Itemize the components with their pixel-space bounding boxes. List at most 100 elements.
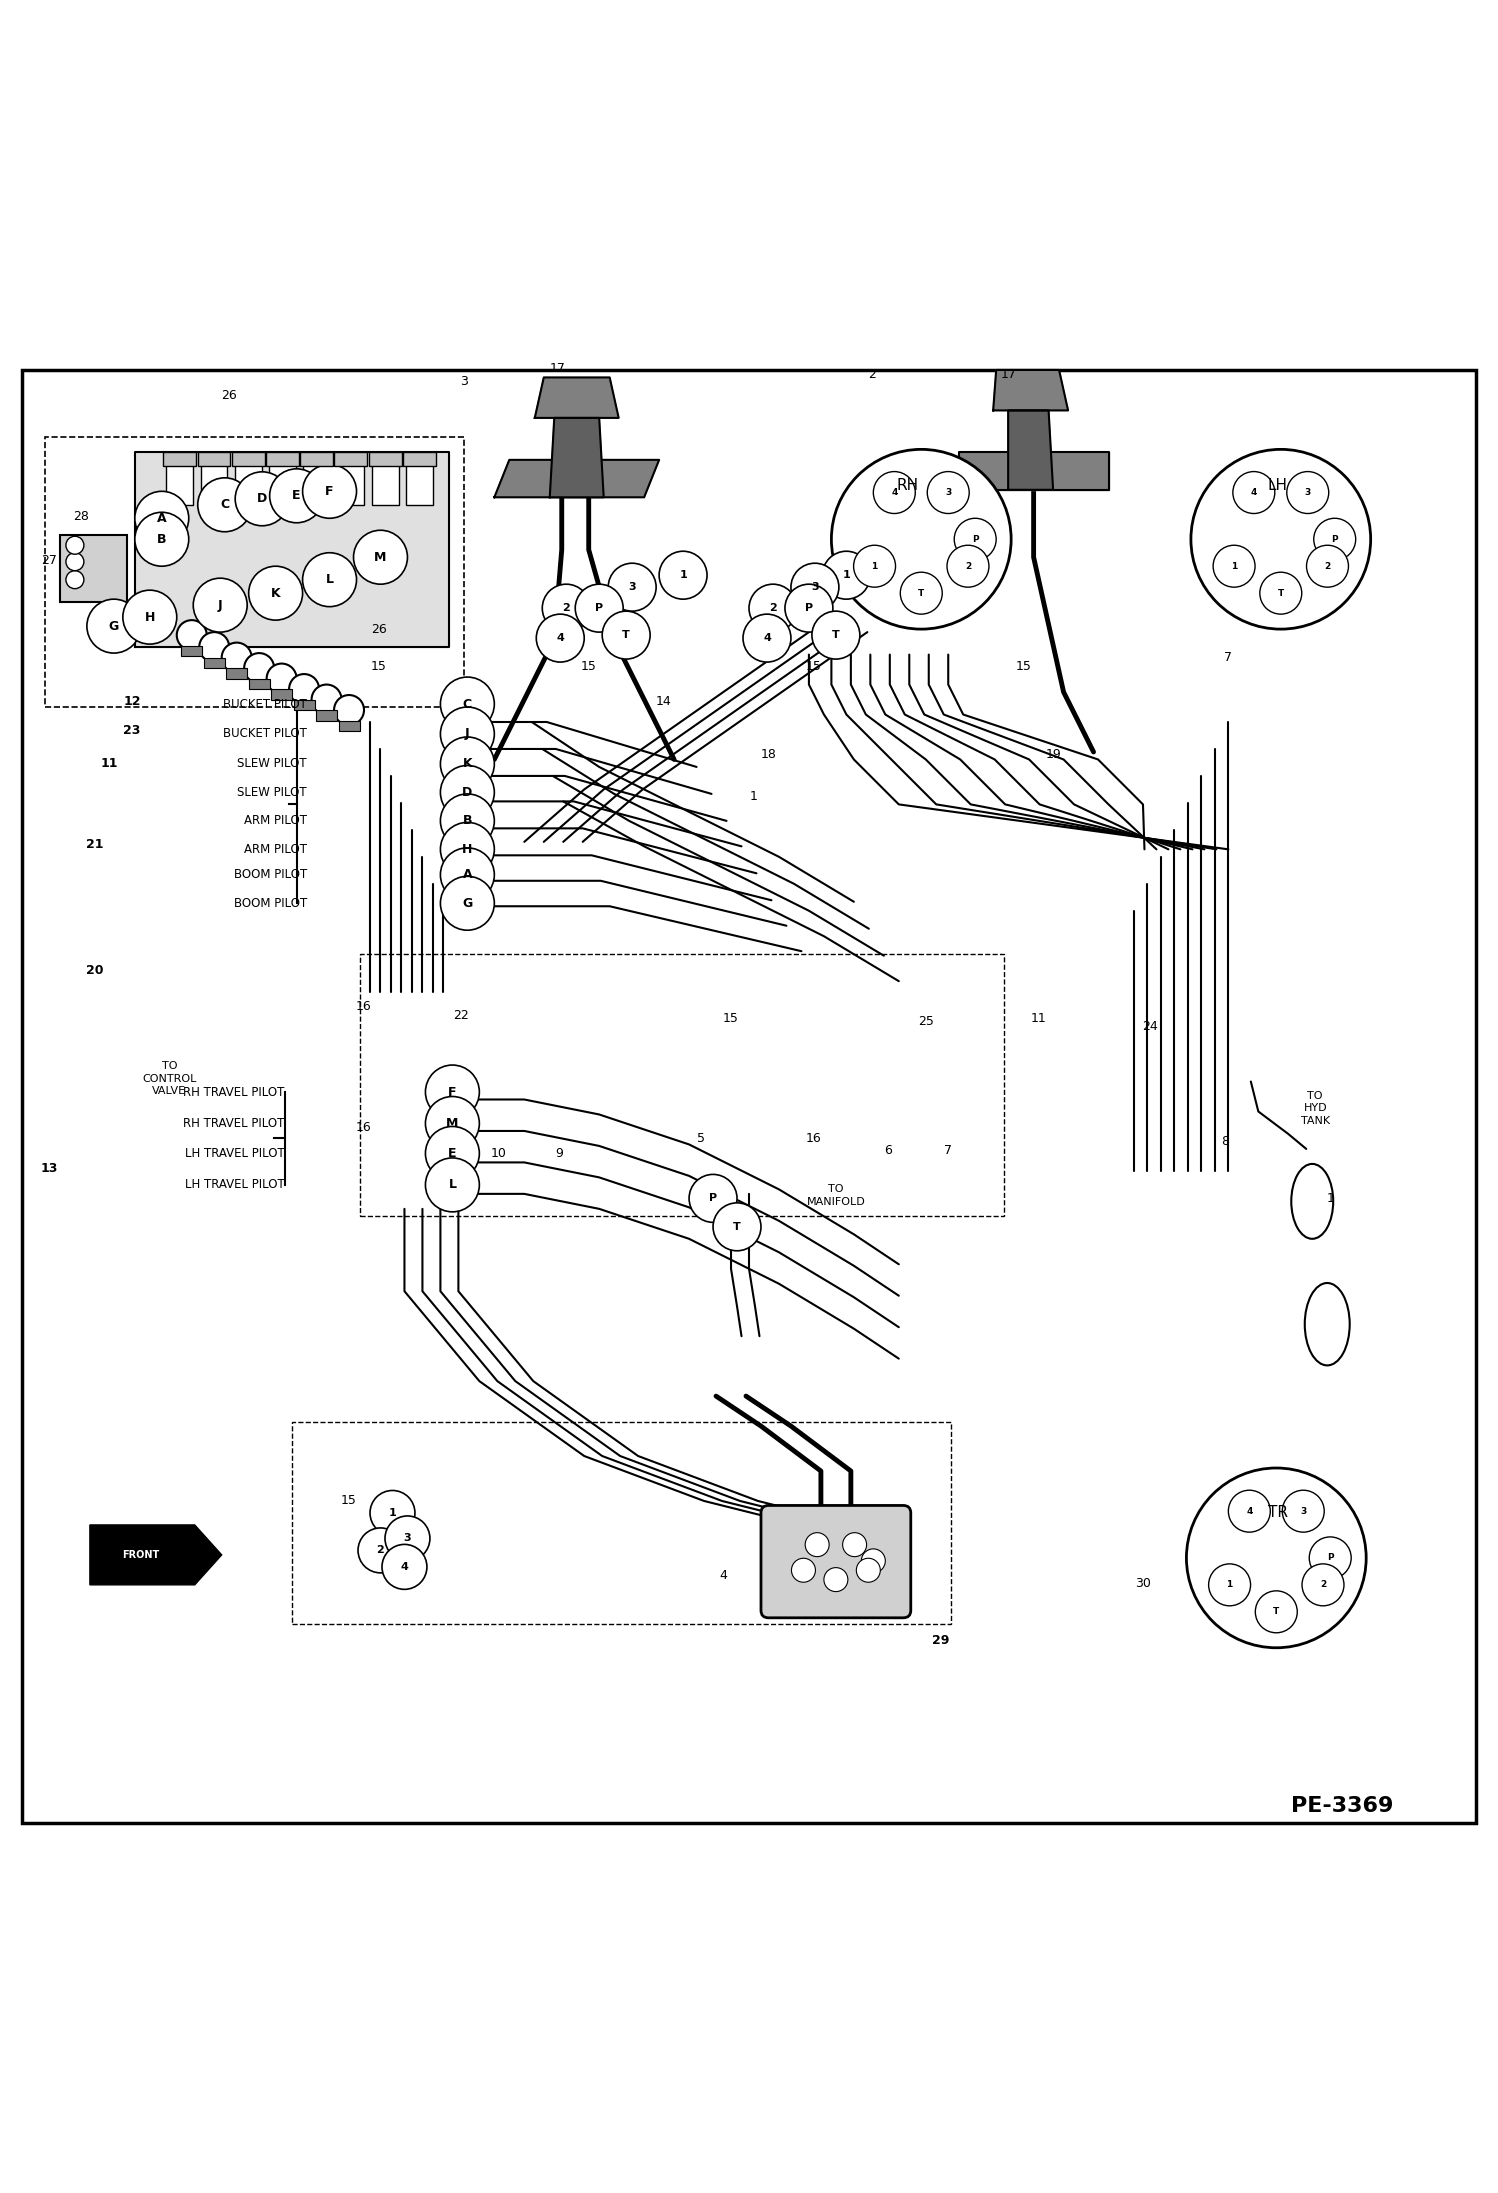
- Circle shape: [440, 849, 494, 901]
- Text: 30: 30: [1135, 1577, 1150, 1590]
- Circle shape: [1287, 471, 1329, 513]
- Circle shape: [66, 553, 84, 570]
- Text: 1: 1: [1227, 1581, 1233, 1590]
- FancyBboxPatch shape: [60, 535, 127, 603]
- FancyBboxPatch shape: [406, 463, 433, 504]
- FancyBboxPatch shape: [232, 452, 265, 465]
- FancyBboxPatch shape: [198, 452, 231, 465]
- Circle shape: [857, 1559, 881, 1581]
- Circle shape: [842, 1533, 866, 1557]
- Text: 1: 1: [679, 570, 688, 581]
- Text: 26: 26: [372, 623, 386, 636]
- Text: 4: 4: [1251, 489, 1257, 498]
- Text: 17: 17: [1001, 368, 1016, 382]
- Text: 16: 16: [357, 1000, 372, 1013]
- Text: L: L: [325, 572, 334, 586]
- Circle shape: [1186, 1467, 1366, 1647]
- Text: 15: 15: [724, 1013, 739, 1024]
- Text: B: B: [463, 814, 472, 827]
- Circle shape: [1213, 546, 1255, 588]
- FancyBboxPatch shape: [226, 669, 247, 678]
- Text: 11: 11: [1031, 1013, 1046, 1024]
- Text: 4: 4: [1246, 1507, 1252, 1515]
- Text: 3: 3: [403, 1533, 412, 1544]
- Text: RH TRAVEL PILOT: RH TRAVEL PILOT: [183, 1086, 285, 1099]
- Text: 15: 15: [342, 1493, 357, 1507]
- Text: J: J: [464, 728, 470, 741]
- Circle shape: [425, 1158, 479, 1213]
- Text: 11: 11: [100, 757, 118, 770]
- Circle shape: [1260, 572, 1302, 614]
- Text: K: K: [463, 757, 472, 770]
- Text: 5: 5: [697, 1132, 706, 1145]
- Text: M: M: [374, 550, 386, 564]
- Circle shape: [440, 877, 494, 930]
- Polygon shape: [1008, 410, 1053, 489]
- Text: PE-3369: PE-3369: [1291, 1796, 1393, 1816]
- Text: T: T: [918, 588, 924, 599]
- Text: 17: 17: [550, 362, 565, 375]
- Text: 3: 3: [1305, 489, 1311, 498]
- Text: 1: 1: [749, 789, 758, 803]
- Circle shape: [947, 546, 989, 588]
- Text: 26: 26: [222, 388, 237, 401]
- Text: 6: 6: [884, 1145, 893, 1158]
- Text: 10: 10: [491, 1147, 506, 1160]
- Text: T: T: [831, 629, 840, 640]
- Text: P: P: [709, 1193, 718, 1204]
- FancyBboxPatch shape: [372, 463, 398, 504]
- Circle shape: [689, 1175, 737, 1222]
- Text: 1: 1: [1231, 561, 1237, 570]
- Text: C: C: [220, 498, 229, 511]
- Circle shape: [303, 553, 357, 607]
- FancyBboxPatch shape: [303, 463, 330, 504]
- Circle shape: [198, 478, 252, 531]
- Text: 2: 2: [768, 603, 777, 614]
- Text: BUCKET PILOT: BUCKET PILOT: [223, 728, 307, 741]
- Text: 25: 25: [918, 1015, 933, 1029]
- Text: F: F: [325, 485, 334, 498]
- Text: 1: 1: [388, 1509, 397, 1518]
- Text: RH: RH: [897, 478, 918, 493]
- Circle shape: [791, 564, 839, 612]
- Text: FRONT: FRONT: [123, 1550, 159, 1559]
- Text: 3: 3: [945, 489, 951, 498]
- Circle shape: [440, 794, 494, 849]
- Circle shape: [1191, 450, 1371, 629]
- Text: 15: 15: [806, 660, 821, 673]
- Circle shape: [270, 469, 324, 522]
- FancyBboxPatch shape: [271, 689, 292, 700]
- Text: M: M: [446, 1116, 458, 1129]
- Text: 16: 16: [357, 1121, 372, 1134]
- FancyBboxPatch shape: [235, 463, 262, 504]
- Text: 29: 29: [932, 1634, 950, 1647]
- Text: G: G: [109, 621, 118, 632]
- FancyBboxPatch shape: [267, 452, 300, 465]
- Text: 4: 4: [556, 634, 565, 643]
- Circle shape: [244, 654, 274, 682]
- Circle shape: [440, 706, 494, 761]
- FancyBboxPatch shape: [270, 463, 297, 504]
- Text: ARM PILOT: ARM PILOT: [244, 842, 307, 855]
- Circle shape: [542, 583, 590, 632]
- Polygon shape: [494, 461, 659, 498]
- Text: 2: 2: [562, 603, 571, 614]
- Circle shape: [177, 621, 207, 649]
- Circle shape: [222, 643, 252, 673]
- Circle shape: [66, 570, 84, 588]
- FancyBboxPatch shape: [300, 452, 333, 465]
- Circle shape: [575, 583, 623, 632]
- Text: K: K: [271, 588, 280, 599]
- Circle shape: [1306, 546, 1348, 588]
- FancyBboxPatch shape: [249, 678, 270, 689]
- Text: D: D: [258, 491, 267, 504]
- Text: 3: 3: [1300, 1507, 1306, 1515]
- Text: 14: 14: [656, 695, 671, 708]
- Text: H: H: [463, 842, 472, 855]
- Circle shape: [1228, 1491, 1270, 1533]
- Circle shape: [193, 579, 247, 632]
- Circle shape: [1255, 1590, 1297, 1634]
- Circle shape: [1309, 1537, 1351, 1579]
- Text: 24: 24: [1143, 1020, 1158, 1033]
- Circle shape: [354, 531, 407, 583]
